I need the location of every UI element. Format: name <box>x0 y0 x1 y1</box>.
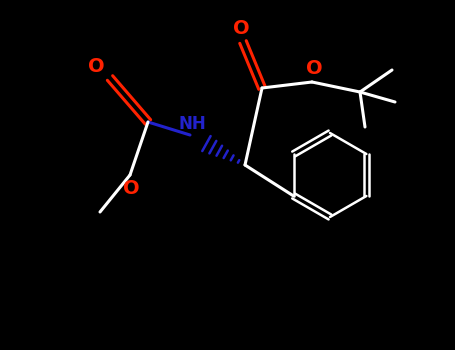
Text: O: O <box>123 180 139 198</box>
Text: O: O <box>233 19 249 37</box>
Text: O: O <box>306 60 322 78</box>
Text: O: O <box>88 56 104 76</box>
Text: NH: NH <box>178 115 206 133</box>
